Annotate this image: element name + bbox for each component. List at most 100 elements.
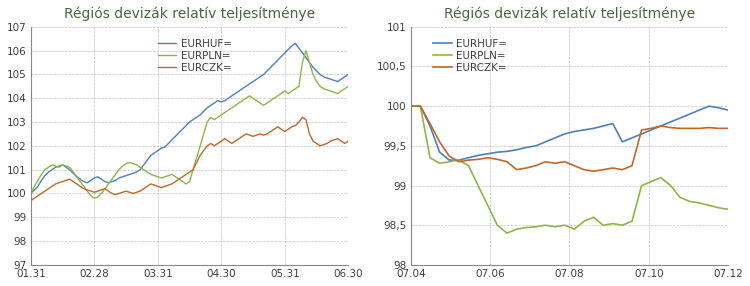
EURPLN=	[598, 223, 608, 227]
Title: Régiós devizák relatív teljesítménye: Régiós devizák relatív teljesítménye	[64, 7, 315, 21]
EURHUF=	[656, 124, 665, 128]
EURCZK=	[714, 127, 723, 130]
EURPLN=	[608, 222, 617, 225]
EURHUF=	[676, 116, 685, 120]
EURCZK=	[628, 164, 637, 167]
EURPLN=	[560, 223, 569, 227]
EURPLN=	[90, 196, 99, 200]
EURPLN=	[646, 180, 656, 183]
EURCZK=	[512, 168, 521, 171]
EURCZK=	[473, 158, 482, 161]
Legend: EURHUF=, EURPLN=, EURCZK=: EURHUF=, EURPLN=, EURCZK=	[154, 34, 236, 77]
EURCZK=	[694, 127, 703, 130]
EURHUF=	[425, 124, 434, 128]
EURHUF=	[570, 130, 579, 133]
EURHUF=	[724, 108, 733, 112]
Line: EURHUF=: EURHUF=	[31, 43, 348, 193]
EURCZK=	[100, 187, 109, 190]
EURHUF=	[550, 136, 560, 140]
EURPLN=	[580, 220, 589, 223]
EURHUF=	[666, 120, 675, 124]
EURPLN=	[704, 204, 713, 207]
EURHUF=	[541, 140, 550, 144]
EURCZK=	[531, 164, 540, 167]
EURHUF=	[694, 108, 703, 112]
EURPLN=	[445, 160, 454, 163]
EURHUF=	[637, 132, 646, 136]
EURHUF=	[445, 158, 454, 162]
EURPLN=	[483, 204, 492, 207]
EURHUF=	[340, 75, 350, 78]
EURCZK=	[454, 160, 464, 163]
Line: EURPLN=: EURPLN=	[31, 51, 348, 198]
EURPLN=	[26, 192, 35, 195]
EURPLN=	[512, 227, 521, 231]
EURPLN=	[550, 225, 560, 229]
EURHUF=	[589, 127, 598, 130]
EURPLN=	[637, 184, 646, 187]
EURCZK=	[618, 168, 627, 171]
EURCZK=	[608, 166, 617, 170]
EURHUF=	[628, 136, 637, 140]
EURCZK=	[637, 128, 646, 132]
EURCZK=	[65, 177, 74, 181]
EURHUF=	[26, 192, 35, 195]
EURHUF=	[704, 104, 713, 108]
EURPLN=	[676, 196, 685, 199]
EURPLN=	[213, 116, 222, 119]
Line: EURCZK=: EURCZK=	[411, 106, 728, 171]
EURCZK=	[464, 158, 473, 162]
EURCZK=	[724, 127, 733, 130]
EURCZK=	[425, 122, 434, 125]
EURPLN=	[503, 231, 512, 235]
EURCZK=	[646, 127, 656, 130]
EURPLN=	[628, 220, 637, 223]
EURHUF=	[344, 73, 352, 76]
EURCZK=	[445, 154, 454, 158]
EURPLN=	[656, 176, 665, 179]
EURHUF=	[560, 132, 569, 136]
EURCZK=	[550, 162, 560, 165]
EURHUF=	[522, 146, 531, 149]
Line: EURPLN=: EURPLN=	[411, 106, 728, 233]
EURHUF=	[618, 140, 627, 144]
EURHUF=	[464, 156, 473, 160]
EURCZK=	[295, 120, 304, 124]
EURHUF=	[100, 180, 109, 183]
EURPLN=	[531, 225, 540, 229]
EURPLN=	[435, 162, 444, 165]
EURPLN=	[298, 61, 307, 64]
EURCZK=	[416, 104, 425, 108]
EURCZK=	[676, 127, 685, 130]
EURHUF=	[454, 158, 464, 162]
EURCZK=	[340, 142, 350, 145]
EURPLN=	[686, 200, 694, 203]
EURCZK=	[589, 170, 598, 173]
EURHUF=	[493, 150, 502, 154]
EURHUF=	[512, 148, 521, 152]
EURPLN=	[111, 173, 120, 176]
EURPLN=	[302, 49, 310, 52]
EURHUF=	[714, 106, 723, 110]
EURPLN=	[473, 184, 482, 187]
EURPLN=	[65, 166, 74, 169]
EURPLN=	[570, 227, 579, 231]
EURCZK=	[522, 166, 531, 170]
EURPLN=	[724, 208, 733, 211]
EURCZK=	[656, 124, 665, 128]
EURPLN=	[344, 85, 352, 88]
EURCZK=	[704, 126, 713, 129]
EURCZK=	[570, 164, 579, 167]
EURPLN=	[340, 87, 350, 90]
EURCZK=	[598, 168, 608, 171]
EURHUF=	[646, 128, 656, 132]
EURCZK=	[580, 168, 589, 171]
EURPLN=	[694, 201, 703, 205]
EURHUF=	[580, 128, 589, 132]
EURHUF=	[473, 154, 482, 157]
EURPLN=	[618, 223, 627, 227]
EURHUF=	[65, 168, 74, 171]
EURHUF=	[406, 104, 416, 108]
EURCZK=	[666, 126, 675, 129]
EURPLN=	[589, 216, 598, 219]
